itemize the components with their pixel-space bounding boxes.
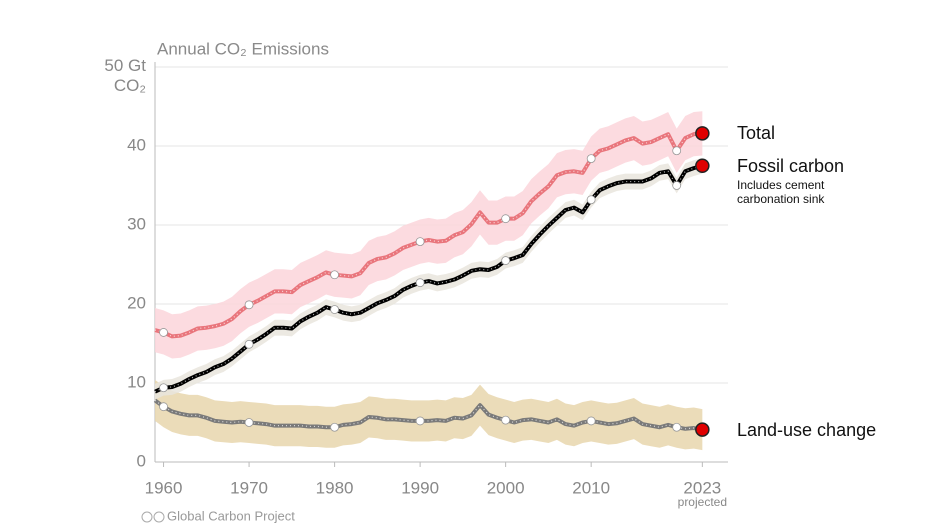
source: Global Carbon Project — [167, 508, 295, 523]
point — [244, 339, 254, 349]
point — [586, 154, 596, 164]
legend-label: Total — [737, 123, 776, 144]
point — [501, 415, 511, 425]
end-point — [695, 422, 710, 437]
y-tick-label: 40 — [127, 135, 146, 154]
point — [159, 383, 168, 393]
point — [586, 195, 596, 205]
series-line-dots — [154, 165, 703, 393]
legend-label: Fossil carbon — [737, 155, 845, 176]
point — [672, 181, 682, 190]
y-tick-label: 20 — [127, 293, 146, 312]
cc-icon — [141, 511, 165, 523]
point — [330, 270, 339, 280]
end-point — [695, 158, 710, 173]
uncertainty-band — [155, 379, 703, 451]
point — [672, 146, 682, 156]
x-tick-label: 1990 — [401, 478, 439, 497]
end-point — [695, 126, 710, 141]
point — [159, 402, 168, 412]
chart-title: Annual CO₂ Emissions — [157, 39, 329, 58]
y-tick-label: 30 — [127, 214, 146, 233]
legend-label: Land-use change — [737, 419, 877, 440]
y-tick-label: 10 — [127, 372, 146, 391]
point — [501, 214, 511, 224]
point — [415, 416, 425, 426]
point — [586, 416, 596, 426]
x-tick-label: 2000 — [487, 478, 525, 497]
point — [415, 237, 425, 246]
x-tick-label: 2010 — [572, 478, 610, 497]
uncertainty-band — [155, 157, 703, 400]
annotation: projected — [678, 495, 727, 509]
point — [244, 300, 254, 310]
point — [501, 256, 511, 265]
y-tick-label: 50 Gt CO₂ — [104, 56, 146, 95]
x-tick-label: 1970 — [230, 478, 268, 497]
point — [672, 422, 682, 432]
x-tick-label: 1980 — [316, 478, 354, 497]
uncertainty-band — [155, 111, 703, 359]
point — [415, 278, 425, 288]
x-tick-label: 2023 — [683, 478, 721, 497]
point — [159, 328, 168, 337]
y-tick-label: 0 — [137, 451, 146, 470]
x-tick-label: 1960 — [145, 478, 183, 497]
point — [330, 305, 339, 314]
point — [244, 418, 254, 427]
annotation: Includes cement carbonation sink — [737, 177, 825, 206]
point — [330, 422, 339, 432]
